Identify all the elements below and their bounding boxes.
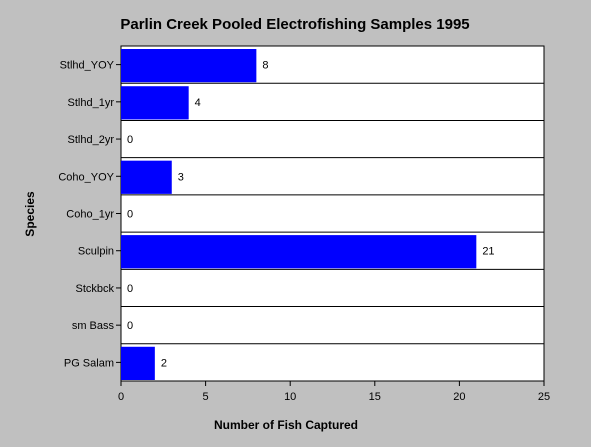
data-label: 21 (482, 246, 494, 258)
y-tick-labels: Stlhd_YOY Stlhd_1yr Stlhd_2yr Coho_YOY Coho_… (58, 60, 121, 369)
y-tick-label: Sculpin (78, 246, 114, 258)
bar (121, 235, 477, 269)
y-tick-label: Coho_YOY (58, 171, 114, 183)
bars: 8 4 0 3 0 21 0 0 2 (121, 49, 495, 380)
y-tick-label: Stlhd_1yr (68, 97, 115, 109)
chart-title: Parlin Creek Pooled Electrofishing Sampl… (120, 16, 469, 33)
x-axis-title: Number of Fish Captured (214, 418, 358, 432)
y-axis-title: Species (23, 191, 37, 237)
y-tick-label: sm Bass (72, 320, 115, 332)
x-tick-label: 0 (118, 391, 124, 403)
x-tick-label: 25 (538, 391, 550, 403)
x-tick-label: 5 (203, 391, 209, 403)
data-label: 0 (127, 134, 133, 146)
bar (121, 86, 189, 120)
y-tick-label: Coho_1yr (66, 209, 114, 221)
grid-lines (121, 82, 544, 345)
x-tick-labels: 0 5 10 15 20 25 (118, 381, 550, 403)
data-label: 4 (195, 97, 201, 109)
data-label: 3 (178, 171, 184, 183)
data-label: 0 (127, 209, 133, 221)
data-label: 0 (127, 320, 133, 332)
y-tick-label: PG Salam (64, 357, 114, 369)
bar (121, 160, 172, 194)
x-tick-label: 10 (284, 391, 296, 403)
bar (121, 346, 155, 380)
data-label: 8 (262, 60, 268, 72)
y-tick-label: Stckbck (75, 283, 114, 295)
plot-area (120, 45, 545, 382)
x-tick-label: 20 (453, 391, 465, 403)
bar (121, 49, 257, 83)
data-label: 2 (161, 357, 167, 369)
x-tick-label: 15 (369, 391, 381, 403)
data-label: 0 (127, 283, 133, 295)
y-tick-label: Stlhd_YOY (60, 60, 115, 72)
y-tick-label: Stlhd_2yr (68, 134, 115, 146)
